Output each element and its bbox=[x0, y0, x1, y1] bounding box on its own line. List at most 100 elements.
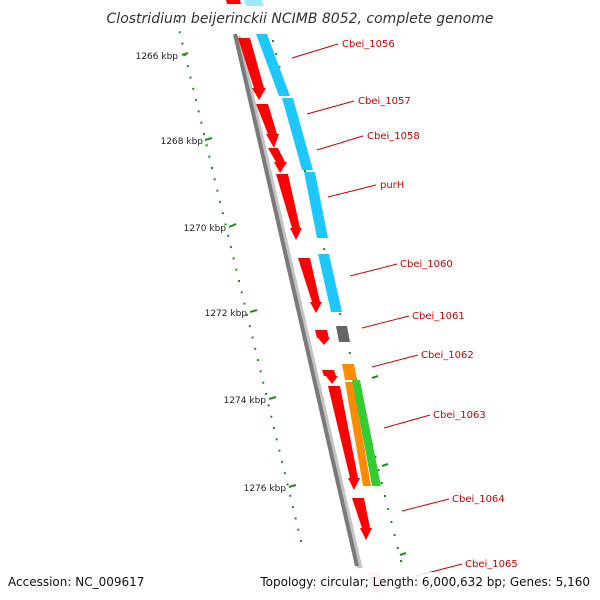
scale-dot bbox=[186, 65, 189, 68]
scale-dot bbox=[254, 347, 257, 350]
scale-dot bbox=[348, 352, 351, 354]
cds-arrow bbox=[298, 258, 322, 313]
cds-arrow bbox=[322, 370, 338, 384]
genome-summary-text: Topology: circular; Length: 6,000,632 bp… bbox=[259, 575, 590, 589]
scale-dot bbox=[262, 381, 265, 384]
backbone bbox=[233, 33, 359, 567]
cog-bar bbox=[256, 34, 290, 96]
cds-arrow bbox=[238, 38, 266, 100]
scale-dot bbox=[267, 404, 270, 407]
gene-label: Cbei_1062 bbox=[421, 350, 474, 361]
scale-dot bbox=[200, 121, 203, 124]
scale-dot bbox=[291, 506, 294, 509]
cog-bar-orange bbox=[342, 364, 357, 380]
scale-dot bbox=[208, 155, 211, 158]
backbone-shadow bbox=[235, 35, 363, 569]
scale-dot bbox=[240, 291, 243, 294]
scale-dot bbox=[297, 528, 300, 531]
scale-dot bbox=[380, 482, 383, 484]
gene-label: Cbei_1064 bbox=[452, 494, 505, 505]
accession-text: Accession: NC_009617 bbox=[8, 575, 144, 589]
scale-dot bbox=[289, 494, 292, 497]
scale-dot bbox=[229, 246, 232, 249]
gene-label: Cbei_1056 bbox=[342, 39, 395, 50]
gene-label: Cbei_1063 bbox=[433, 410, 486, 421]
scale-dot bbox=[304, 170, 306, 172]
cds-arrow bbox=[315, 330, 330, 345]
cds-arrow bbox=[352, 498, 372, 540]
scale-dot bbox=[393, 534, 396, 536]
kbp-label: 1266 kbp bbox=[136, 52, 179, 62]
scale-dot bbox=[265, 393, 267, 395]
gene-label: Cbei_1058 bbox=[367, 131, 420, 142]
scale-dot bbox=[323, 248, 326, 250]
scale-dot bbox=[243, 302, 246, 305]
scale-dot bbox=[278, 449, 281, 452]
scale-dot bbox=[219, 200, 222, 203]
scale-dot bbox=[178, 31, 181, 34]
cog-bar-green bbox=[352, 380, 381, 486]
kbp-label: 1272 kbp bbox=[205, 309, 248, 319]
scale-dot bbox=[286, 483, 289, 486]
scale-dot bbox=[387, 508, 390, 510]
scale-dot bbox=[211, 167, 213, 169]
gene-label: Cbei_1060 bbox=[400, 259, 453, 270]
scale-dot bbox=[248, 325, 251, 328]
scale-dot bbox=[221, 212, 224, 215]
cds-arrow bbox=[268, 148, 287, 173]
kbp-label: 1274 kbp bbox=[224, 396, 267, 406]
scale-dot bbox=[384, 495, 386, 497]
scale-dot bbox=[272, 40, 274, 42]
scale-dot bbox=[238, 280, 240, 282]
kbp-label: 1268 kbp bbox=[161, 137, 204, 147]
cog-bar bbox=[244, 0, 264, 6]
scale-dot bbox=[278, 66, 281, 68]
scale-dot bbox=[273, 427, 275, 429]
gene-label: Cbei_1065 bbox=[465, 559, 518, 570]
scale-dot bbox=[390, 521, 393, 523]
cds-arrow bbox=[328, 386, 360, 490]
scale-dot bbox=[400, 560, 402, 562]
scale-dot bbox=[256, 359, 259, 362]
scale-dot bbox=[339, 313, 342, 315]
kbp-labels: 1266 kbp 1268 kbp 1270 kbp 1272 kbp 1274… bbox=[136, 52, 297, 494]
cog-bar bbox=[318, 254, 342, 312]
scale-dot bbox=[251, 336, 254, 339]
scale-dot bbox=[300, 540, 302, 542]
scale-dot bbox=[281, 460, 284, 463]
gene-label: purH bbox=[380, 180, 404, 191]
scale-dot bbox=[176, 20, 178, 22]
cds-arrow bbox=[276, 174, 302, 240]
scale-dot bbox=[181, 42, 184, 45]
cds-arrow bbox=[226, 0, 241, 4]
scale-dot bbox=[232, 257, 235, 260]
cog-bar-gray bbox=[336, 326, 350, 342]
scale-dot bbox=[194, 99, 197, 102]
footer-backdrop bbox=[300, 572, 590, 594]
scale-dot bbox=[275, 438, 278, 441]
scale-dot bbox=[224, 223, 227, 226]
scale-dot bbox=[192, 87, 195, 90]
scale-dot bbox=[270, 415, 273, 418]
cds-arrow bbox=[256, 104, 279, 148]
scale-dot bbox=[374, 456, 377, 458]
scale-dot bbox=[213, 178, 216, 181]
gene-label: Cbei_1061 bbox=[412, 311, 465, 322]
scale-dot bbox=[203, 133, 205, 135]
gene-label: Cbei_1057 bbox=[358, 96, 411, 107]
map-title: Clostridium beijerinckii NCIMB 8052, com… bbox=[107, 11, 494, 27]
cog-bar-orange bbox=[345, 382, 371, 486]
scale-dot bbox=[275, 53, 278, 55]
scale-dot bbox=[189, 76, 192, 79]
scale-dot bbox=[377, 469, 380, 471]
gene-labels: Cbei_1056 Cbei_1057 Cbei_1058 purH Cbei_… bbox=[291, 39, 518, 577]
right-ticks bbox=[371, 375, 407, 556]
kbp-label: 1276 kbp bbox=[244, 484, 287, 494]
cog-bar bbox=[282, 98, 313, 170]
scale-dot bbox=[294, 517, 297, 520]
scale-dot bbox=[205, 144, 208, 147]
scale-dot bbox=[235, 268, 238, 271]
scale-dot bbox=[396, 547, 399, 549]
kbp-label: 1270 kbp bbox=[184, 224, 227, 234]
